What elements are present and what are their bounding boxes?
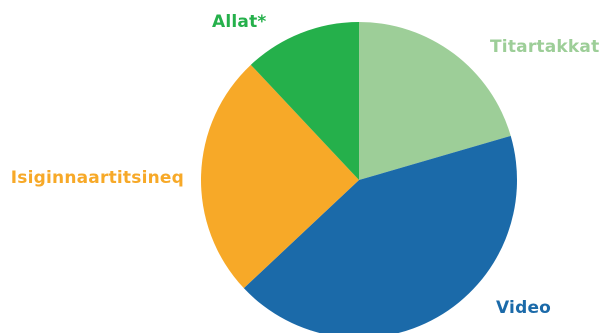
pie-slices	[200, 21, 517, 333]
slice-label-allat: Allat*	[212, 12, 267, 32]
slice-label-isiginnaartitsineq: Isiginnaartitsineq	[11, 168, 184, 188]
slice-label-video: Video	[496, 298, 551, 318]
pie-slice-titartakkat	[359, 22, 511, 180]
pie-slice-isiginnaartitsineq	[200, 64, 359, 289]
pie-slice-allat	[250, 21, 359, 180]
pie-slice-video	[243, 135, 517, 333]
slice-label-titartakkat: Titartakkat	[490, 37, 599, 57]
